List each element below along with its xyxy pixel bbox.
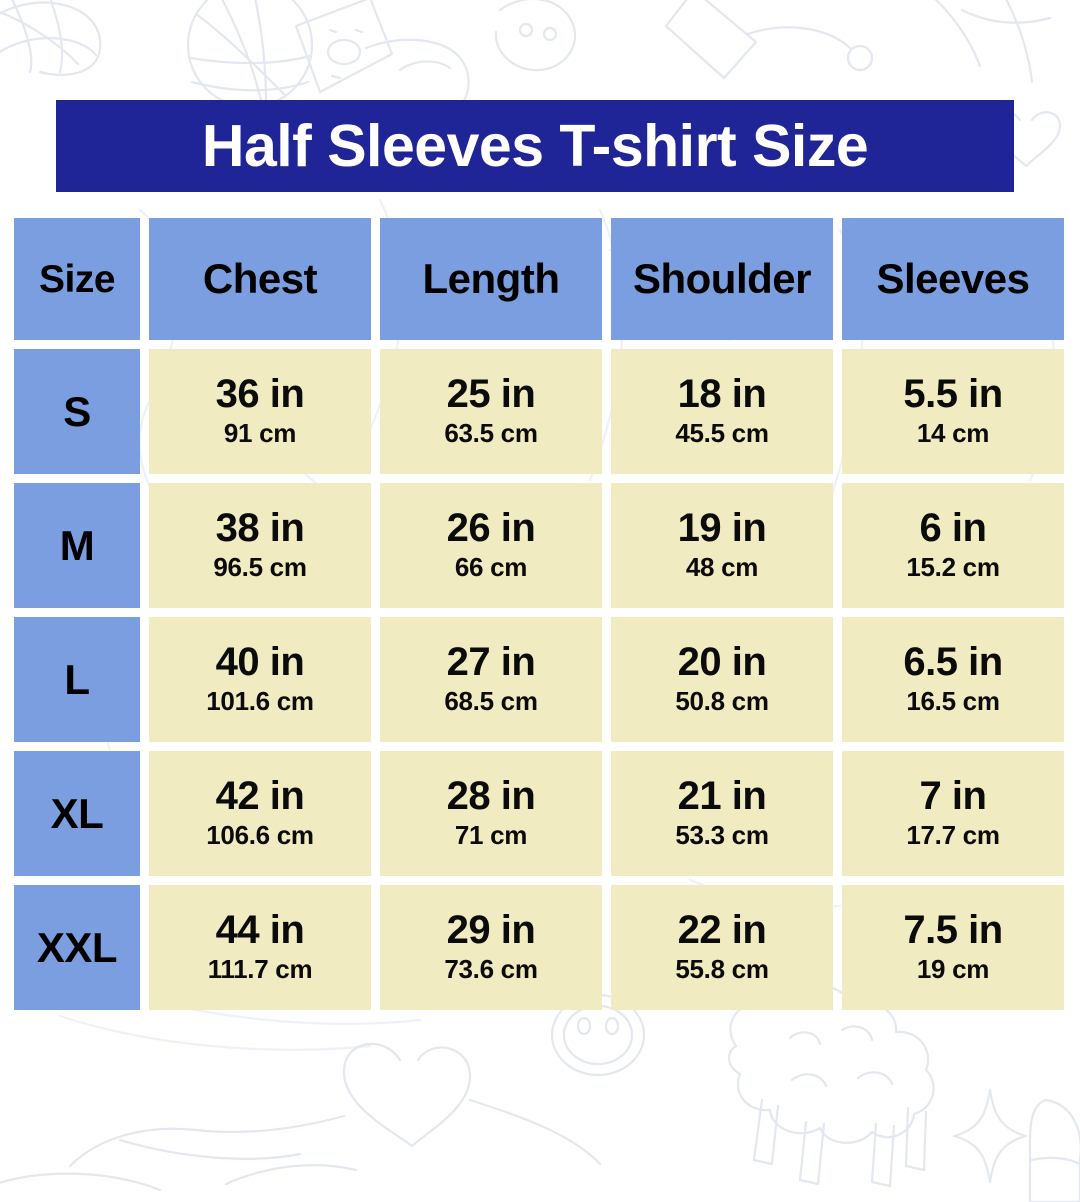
column-header-size: Size <box>14 218 140 340</box>
column-header-chest-label: Chest <box>202 255 318 302</box>
table-header-row: Size Chest Length Shoulder Sleeves <box>14 218 1066 340</box>
sleeves-centimeters: 16.5 cm <box>906 685 1000 716</box>
chest-inches: 40 in <box>215 639 305 684</box>
shoulder-cell: 19 in 48 cm <box>611 483 833 608</box>
chest-inches: 38 in <box>215 505 305 550</box>
chest-centimeters: 96.5 cm <box>213 551 307 582</box>
length-centimeters: 63.5 cm <box>444 417 538 448</box>
row-size-cell: S <box>14 349 140 474</box>
row-size-cell: L <box>14 617 140 742</box>
chest-inches: 36 in <box>215 371 305 416</box>
shoulder-centimeters: 53.3 cm <box>675 819 769 850</box>
shoulder-centimeters: 55.8 cm <box>675 953 769 984</box>
shoulder-inches: 19 in <box>677 505 767 550</box>
sleeves-cell: 7 in 17.7 cm <box>842 751 1064 876</box>
length-centimeters: 66 cm <box>454 551 528 582</box>
sleeves-cell: 7.5 in 19 cm <box>842 885 1064 1010</box>
size-label: XL <box>50 789 104 837</box>
size-label: M <box>59 521 95 569</box>
sleeves-inches: 6 in <box>919 505 987 550</box>
table-row: M 38 in 96.5 cm 26 in 66 cm 19 in 48 cm … <box>14 483 1066 608</box>
length-centimeters: 71 cm <box>454 819 528 850</box>
sleeves-inches: 7.5 in <box>903 907 1003 952</box>
table-row: XL 42 in 106.6 cm 28 in 71 cm 21 in 53.3… <box>14 751 1066 876</box>
length-cell: 29 in 73.6 cm <box>380 885 602 1010</box>
length-inches: 29 in <box>446 907 536 952</box>
chest-cell: 36 in 91 cm <box>149 349 371 474</box>
column-header-chest: Chest <box>149 218 371 340</box>
length-cell: 26 in 66 cm <box>380 483 602 608</box>
shoulder-inches: 22 in <box>677 907 767 952</box>
sleeves-inches: 6.5 in <box>903 639 1003 684</box>
title-banner: Half Sleeves T-shirt Size <box>56 100 1014 192</box>
page-title: Half Sleeves T-shirt Size <box>201 112 869 179</box>
table-row: L 40 in 101.6 cm 27 in 68.5 cm 20 in 50.… <box>14 617 1066 742</box>
sleeves-centimeters: 17.7 cm <box>906 819 1000 850</box>
chest-cell: 44 in 111.7 cm <box>149 885 371 1010</box>
column-header-shoulder-label: Shoulder <box>632 255 812 302</box>
shoulder-cell: 20 in 50.8 cm <box>611 617 833 742</box>
shoulder-centimeters: 45.5 cm <box>675 417 769 448</box>
shoulder-centimeters: 48 cm <box>685 551 759 582</box>
column-header-length: Length <box>380 218 602 340</box>
size-label: L <box>64 655 90 703</box>
length-centimeters: 73.6 cm <box>444 953 538 984</box>
shoulder-inches: 18 in <box>677 371 767 416</box>
sleeves-centimeters: 14 cm <box>916 417 990 448</box>
length-inches: 27 in <box>446 639 536 684</box>
column-header-sleeves-label: Sleeves <box>876 255 1030 302</box>
column-header-length-label: Length <box>422 255 560 302</box>
column-header-size-label: Size <box>38 257 116 301</box>
shoulder-cell: 18 in 45.5 cm <box>611 349 833 474</box>
length-inches: 28 in <box>446 773 536 818</box>
length-cell: 28 in 71 cm <box>380 751 602 876</box>
size-label: S <box>63 387 91 435</box>
sleeves-inches: 7 in <box>919 773 987 818</box>
shoulder-inches: 20 in <box>677 639 767 684</box>
length-inches: 25 in <box>446 371 536 416</box>
chest-centimeters: 91 cm <box>223 417 297 448</box>
column-header-sleeves: Sleeves <box>842 218 1064 340</box>
chest-inches: 44 in <box>215 907 305 952</box>
sleeves-centimeters: 19 cm <box>916 953 990 984</box>
chest-cell: 38 in 96.5 cm <box>149 483 371 608</box>
table-row: XXL 44 in 111.7 cm 29 in 73.6 cm 22 in 5… <box>14 885 1066 1010</box>
chest-inches: 42 in <box>215 773 305 818</box>
column-header-shoulder: Shoulder <box>611 218 833 340</box>
sleeves-inches: 5.5 in <box>903 371 1003 416</box>
chest-cell: 40 in 101.6 cm <box>149 617 371 742</box>
chest-cell: 42 in 106.6 cm <box>149 751 371 876</box>
row-size-cell: XL <box>14 751 140 876</box>
shoulder-inches: 21 in <box>677 773 767 818</box>
size-chart-table: Size Chest Length Shoulder Sleeves S 36 … <box>14 218 1066 1019</box>
length-centimeters: 68.5 cm <box>444 685 538 716</box>
chest-centimeters: 106.6 cm <box>206 819 314 850</box>
sleeves-cell: 6 in 15.2 cm <box>842 483 1064 608</box>
sleeves-centimeters: 15.2 cm <box>906 551 1000 582</box>
sleeves-cell: 5.5 in 14 cm <box>842 349 1064 474</box>
length-inches: 26 in <box>446 505 536 550</box>
row-size-cell: M <box>14 483 140 608</box>
length-cell: 25 in 63.5 cm <box>380 349 602 474</box>
chest-centimeters: 101.6 cm <box>206 685 314 716</box>
shoulder-cell: 22 in 55.8 cm <box>611 885 833 1010</box>
shoulder-centimeters: 50.8 cm <box>675 685 769 716</box>
length-cell: 27 in 68.5 cm <box>380 617 602 742</box>
table-row: S 36 in 91 cm 25 in 63.5 cm 18 in 45.5 c… <box>14 349 1066 474</box>
row-size-cell: XXL <box>14 885 140 1010</box>
chest-centimeters: 111.7 cm <box>207 953 313 984</box>
sleeves-cell: 6.5 in 16.5 cm <box>842 617 1064 742</box>
shoulder-cell: 21 in 53.3 cm <box>611 751 833 876</box>
size-label: XXL <box>36 923 118 971</box>
